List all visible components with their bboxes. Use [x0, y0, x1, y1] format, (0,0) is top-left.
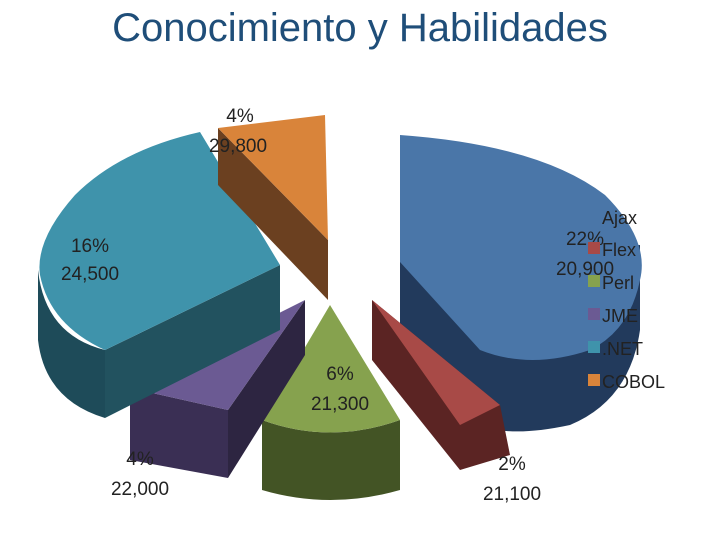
legend-label-jme: JME	[602, 306, 638, 326]
legend-swatch-cobol	[588, 374, 600, 386]
legend-swatch-ajax	[588, 210, 600, 222]
legend-label-cobol: COBOL	[602, 372, 665, 392]
legend-label-flex: Flex	[602, 240, 636, 260]
label-cobol-value: 29,800	[209, 136, 267, 157]
label-ajax-value: 20,900	[556, 259, 614, 280]
legend-item-ajax: Ajax	[588, 208, 637, 228]
legend-item-perl: Perl	[588, 273, 634, 293]
label-perl-percent: 6%	[326, 364, 354, 385]
label-net-value: 24,500	[61, 264, 119, 285]
legend-item-net: .NET	[588, 339, 643, 359]
legend-swatch-flex	[588, 242, 600, 254]
label-net-percent: 16%	[71, 236, 109, 257]
slice-flex	[372, 300, 510, 470]
legend-item-flex: Flex	[588, 240, 636, 260]
legend: Ajax Flex Perl JME .NET COBOL	[588, 208, 665, 392]
label-flex-value: 21,100	[483, 484, 541, 505]
legend-item-cobol: COBOL	[588, 372, 665, 392]
label-jme-percent: 4%	[126, 449, 154, 470]
legend-swatch-perl	[588, 275, 600, 287]
slice-cobol	[218, 115, 328, 300]
legend-label-ajax: Ajax	[602, 208, 637, 228]
legend-label-perl: Perl	[602, 273, 634, 293]
label-jme-value: 22,000	[111, 479, 169, 500]
legend-swatch-jme	[588, 308, 600, 320]
legend-label-net: .NET	[602, 339, 643, 359]
label-flex-percent: 2%	[498, 454, 526, 475]
legend-swatch-net	[588, 341, 600, 353]
legend-item-jme: JME	[588, 306, 638, 326]
chart-title: Conocimiento y Habilidades	[112, 6, 608, 50]
slice-perl	[262, 305, 400, 500]
label-perl-value: 21,300	[311, 394, 369, 415]
label-cobol-percent: 4%	[226, 106, 254, 127]
